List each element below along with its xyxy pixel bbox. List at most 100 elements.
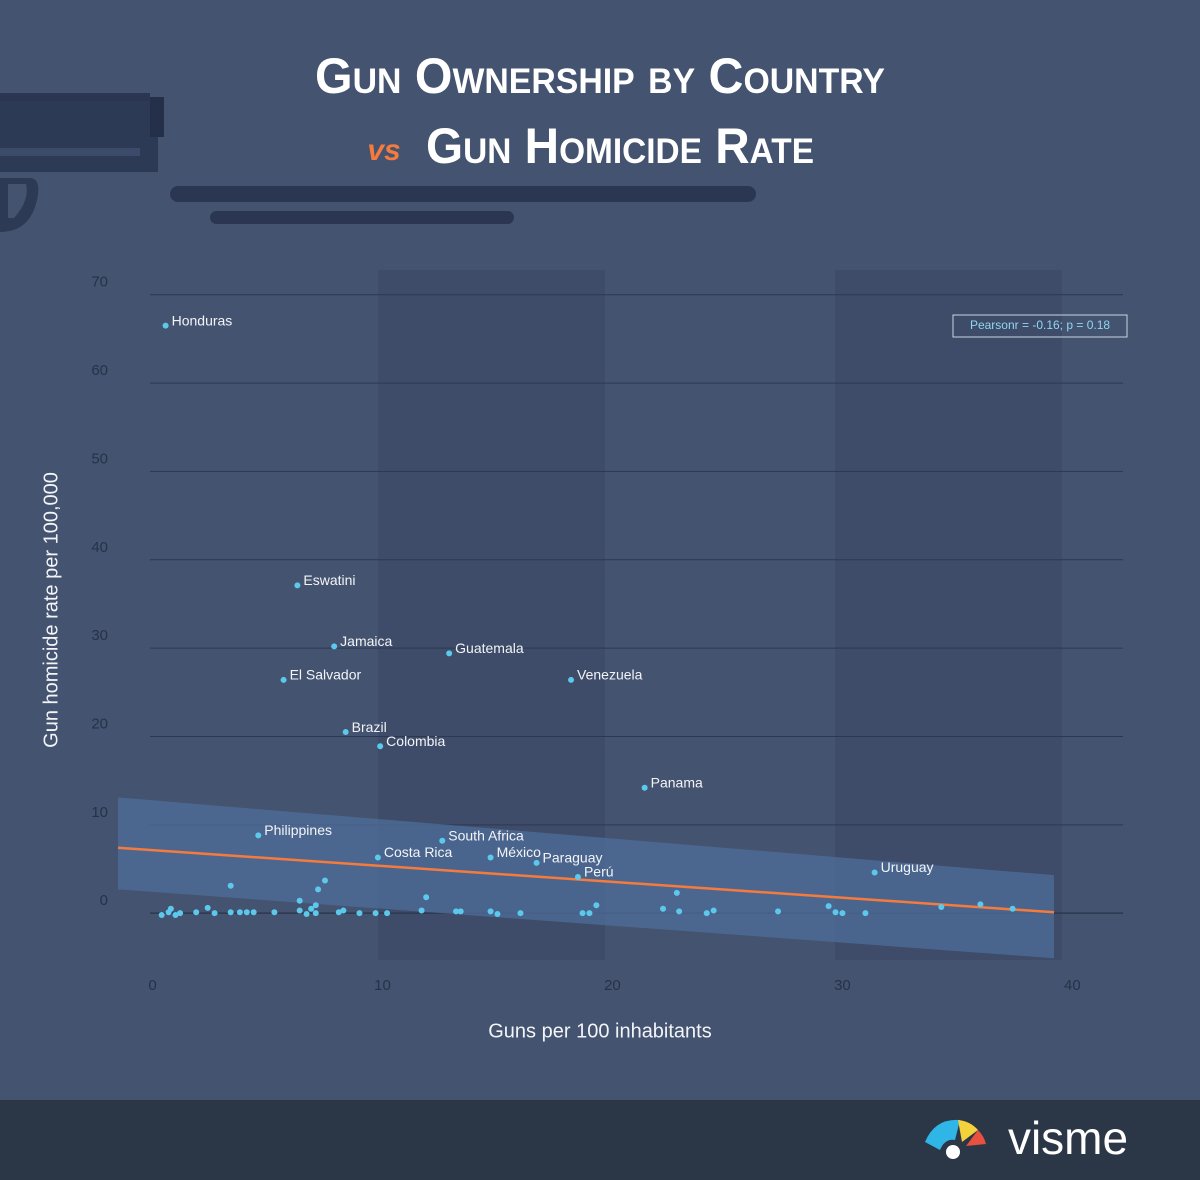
- brand-logo: [925, 1119, 986, 1159]
- point-label: South Africa: [448, 827, 524, 843]
- y-tick-label: 0: [100, 892, 108, 909]
- point: [177, 910, 184, 917]
- point: [312, 902, 319, 909]
- point-label: Guatemala: [455, 640, 524, 656]
- point: [204, 904, 211, 911]
- point: [832, 909, 839, 916]
- point: [418, 907, 425, 914]
- point-label: Uruguay: [881, 859, 934, 875]
- regression-line: [117, 846, 1055, 914]
- x-tick-label: 10: [374, 977, 391, 994]
- point-label: Brazil: [352, 719, 387, 735]
- point: [303, 911, 310, 918]
- x-tick-label: 20: [604, 977, 621, 994]
- point: [439, 837, 446, 844]
- point: [372, 910, 379, 917]
- point: [211, 910, 218, 917]
- y-axis-title: Gun homicide rate per 100,000: [40, 472, 62, 748]
- y-tick-label: 20: [91, 715, 108, 732]
- point-label: Philippines: [264, 822, 332, 838]
- point-label: Eswatini: [303, 572, 355, 588]
- point: [660, 905, 667, 912]
- point: [280, 676, 287, 683]
- point: [1009, 905, 1016, 912]
- point: [825, 903, 832, 910]
- point: [315, 886, 322, 893]
- point: [374, 854, 381, 861]
- point-label: Honduras: [172, 312, 233, 328]
- chart-subtitle: Gun Homicide Rate: [426, 118, 814, 174]
- y-tick-label: 10: [91, 804, 108, 821]
- x-tick-label: 30: [834, 977, 851, 994]
- x-tick-label: 0: [148, 977, 156, 994]
- point-label: Venezuela: [577, 667, 643, 683]
- annotation: Pearsonr = -0.16; p = 0.18: [970, 318, 1110, 332]
- title-connector: vs: [367, 134, 400, 167]
- point: [384, 910, 391, 917]
- point: [158, 911, 165, 918]
- point: [312, 910, 319, 917]
- point: [839, 910, 846, 917]
- y-tick-label: 40: [91, 539, 108, 556]
- point: [243, 909, 250, 916]
- point: [321, 877, 328, 884]
- point: [342, 729, 349, 736]
- point: [517, 910, 524, 917]
- point: [579, 910, 586, 917]
- point: [193, 909, 200, 916]
- point: [703, 910, 710, 917]
- y-tick-label: 30: [91, 627, 108, 644]
- point-label: Paraguay: [543, 850, 603, 866]
- point: [423, 894, 430, 901]
- y-tick-label: 60: [91, 362, 108, 379]
- point: [227, 882, 234, 889]
- point: [775, 908, 782, 915]
- pistol-graphic: [0, 93, 756, 232]
- point: [533, 859, 540, 866]
- point: [162, 322, 169, 329]
- point-label: Panama: [651, 774, 703, 790]
- point-label: Jamaica: [340, 633, 392, 649]
- point: [296, 907, 303, 914]
- point: [862, 910, 869, 917]
- point: [487, 854, 494, 861]
- point: [356, 910, 363, 917]
- point: [487, 908, 494, 915]
- point: [167, 905, 174, 912]
- x-tick-label: 40: [1064, 977, 1081, 994]
- point: [377, 743, 384, 750]
- y-tick-label: 50: [91, 450, 108, 467]
- point: [271, 909, 278, 916]
- point: [568, 676, 575, 683]
- point: [250, 909, 257, 916]
- point: [446, 650, 453, 657]
- point: [710, 907, 717, 914]
- point: [676, 908, 683, 915]
- point: [574, 873, 581, 880]
- y-tick-label: 70: [91, 274, 108, 291]
- point: [308, 905, 315, 912]
- point: [294, 582, 301, 589]
- x-axis-title: Guns per 100 inhabitants: [488, 1020, 712, 1042]
- confidence-band: [118, 797, 1055, 959]
- point: [340, 907, 347, 914]
- footer: [0, 1100, 1200, 1180]
- brand-name: visme: [1008, 1112, 1128, 1164]
- point: [494, 911, 501, 918]
- shade-band: [835, 270, 1062, 960]
- point: [453, 908, 460, 915]
- point: [255, 832, 262, 839]
- point: [172, 911, 179, 918]
- point-label: Perú: [584, 864, 614, 880]
- point: [641, 784, 648, 791]
- point-label: Colombia: [386, 733, 445, 749]
- point: [457, 908, 464, 915]
- point: [236, 909, 243, 916]
- point: [673, 889, 680, 896]
- point: [296, 897, 303, 904]
- point-label: El Salvador: [290, 667, 362, 683]
- point: [977, 901, 984, 908]
- point: [227, 909, 234, 916]
- point: [938, 903, 945, 910]
